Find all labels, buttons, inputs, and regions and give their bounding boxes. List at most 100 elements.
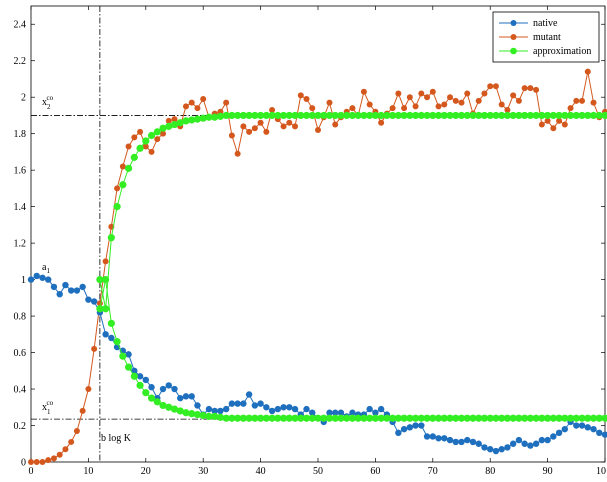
- data-point-mutant: [228, 132, 235, 139]
- data-point-approximation-upper: [222, 111, 230, 120]
- data-point-approximation-upper: [239, 111, 247, 120]
- data-point-approximation-lower: [343, 414, 351, 422]
- data-point-approximation-upper: [136, 144, 144, 152]
- legend-entry-approximation: approximation: [499, 46, 591, 57]
- data-point-native: [400, 425, 408, 433]
- data-point-approximation-upper: [268, 111, 276, 120]
- data-point-approximation-upper: [503, 111, 512, 120]
- data-point-approximation-lower: [170, 405, 179, 413]
- data-point-approximation-upper: [509, 111, 517, 120]
- data-point-approximation-lower: [337, 414, 345, 422]
- data-point-approximation-lower: [417, 414, 425, 422]
- data-point-mutant: [366, 101, 373, 108]
- data-point-approximation-lower: [107, 319, 115, 327]
- data-point-approximation-upper: [544, 111, 552, 120]
- data-point-approximation-lower: [480, 414, 489, 422]
- data-point-native: [136, 373, 144, 380]
- data-point-native: [452, 438, 459, 446]
- data-point-approximation-upper: [452, 111, 460, 120]
- y-tick-label: 0.8: [14, 312, 27, 323]
- legend-marker-mutant: [510, 34, 517, 40]
- data-point-mutant: [56, 451, 63, 458]
- data-point-approximation-lower: [291, 414, 299, 422]
- data-point-mutant: [429, 88, 436, 95]
- data-point-approximation-upper: [130, 153, 138, 161]
- y-tick-label: 0.2: [14, 421, 27, 432]
- data-point-native: [50, 283, 58, 291]
- data-point-approximation-lower: [595, 414, 603, 422]
- data-point-approximation-upper: [102, 305, 110, 313]
- data-point-mutant: [263, 128, 270, 135]
- data-point-mutant: [412, 103, 419, 110]
- data-point-approximation-upper: [538, 111, 546, 120]
- data-point-native: [291, 405, 299, 413]
- data-point-approximation-lower: [239, 414, 247, 422]
- a1-label-sub: 1: [46, 267, 50, 275]
- data-point-approximation-lower: [498, 414, 506, 422]
- data-point-mutant: [309, 105, 316, 112]
- data-point-native: [245, 391, 253, 398]
- x1-label-main: x: [42, 402, 47, 413]
- data-point-native: [337, 409, 345, 416]
- data-point-mutant: [246, 128, 253, 135]
- y-tick-label: 2.2: [14, 56, 27, 67]
- data-point-approximation-upper: [475, 111, 483, 120]
- data-point-mutant: [131, 134, 138, 141]
- x-tick-label: 10: [596, 466, 606, 477]
- data-point-native: [159, 385, 167, 393]
- data-point-mutant: [28, 459, 34, 465]
- data-point-native: [509, 440, 517, 447]
- data-point-approximation-upper: [228, 111, 236, 120]
- y-tick-label: 2: [21, 93, 26, 104]
- data-point-approximation-lower: [538, 414, 546, 422]
- data-point-approximation-upper: [549, 111, 557, 120]
- data-point-approximation-lower: [549, 414, 557, 422]
- data-point-mutant: [527, 85, 534, 92]
- data-point-native: [550, 433, 557, 440]
- data-point-approximation-upper: [320, 111, 328, 120]
- data-point-approximation-upper: [566, 111, 575, 120]
- y-tick-label: 1.6: [14, 166, 27, 177]
- data-point-native: [590, 425, 597, 433]
- data-point-approximation-lower: [452, 414, 460, 422]
- data-point-approximation-upper: [279, 111, 288, 120]
- data-point-approximation-lower: [96, 305, 104, 313]
- data-point-mutant: [50, 455, 57, 462]
- data-point-mutant: [556, 117, 563, 124]
- data-point-approximation-upper: [211, 113, 219, 121]
- x-tick-label: 90: [543, 466, 553, 477]
- data-point-approximation-upper: [308, 111, 316, 120]
- data-point-mutant: [62, 446, 69, 453]
- data-point-approximation-lower: [136, 381, 144, 389]
- data-point-native: [309, 409, 316, 416]
- annotations: x2co x1co a1 b log K: [42, 94, 132, 444]
- data-point-approximation-upper: [469, 111, 477, 120]
- data-point-native: [280, 404, 287, 411]
- x2-label-sub: 2: [47, 103, 51, 111]
- data-point-approximation-upper: [377, 111, 385, 120]
- data-point-mutant: [561, 121, 568, 128]
- data-point-native: [67, 287, 75, 294]
- data-point-approximation-upper: [440, 111, 448, 120]
- data-point-native: [234, 400, 241, 407]
- data-point-mutant: [533, 86, 540, 93]
- data-point-native: [412, 422, 419, 429]
- data-point-approximation-upper: [216, 112, 225, 120]
- data-point-approximation-lower: [561, 414, 569, 422]
- data-point-approximation-upper: [314, 111, 322, 120]
- legend-entry-mutant: mutant: [499, 32, 561, 43]
- y-tick-label: 1.8: [14, 129, 27, 140]
- data-point-approximation-upper: [107, 234, 115, 242]
- data-point-mutant: [142, 143, 149, 150]
- data-point-approximation-lower: [234, 414, 242, 422]
- data-point-approximation-lower: [274, 414, 282, 422]
- data-point-mutant: [114, 185, 121, 192]
- data-point-approximation-lower: [308, 414, 316, 422]
- data-point-approximation-lower: [360, 414, 368, 422]
- data-point-mutant: [584, 68, 591, 75]
- data-point-native: [182, 393, 190, 400]
- data-point-native: [263, 404, 270, 411]
- data-point-approximation-lower: [279, 414, 288, 422]
- data-point-approximation-upper: [417, 111, 425, 120]
- data-point-mutant: [510, 92, 517, 99]
